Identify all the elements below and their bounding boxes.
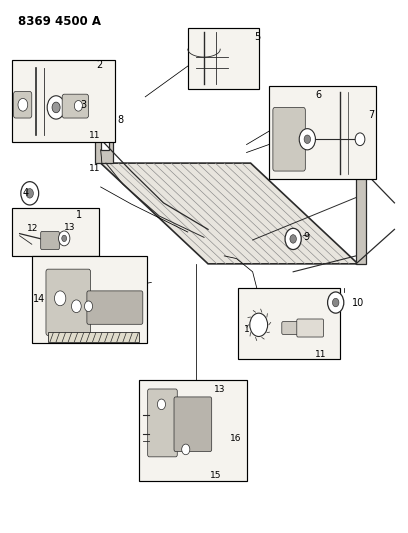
Text: 10: 10 bbox=[352, 297, 364, 308]
Circle shape bbox=[328, 292, 344, 313]
Circle shape bbox=[62, 235, 67, 241]
Circle shape bbox=[304, 135, 310, 143]
FancyBboxPatch shape bbox=[41, 231, 59, 249]
FancyBboxPatch shape bbox=[87, 291, 143, 324]
Circle shape bbox=[26, 189, 33, 198]
Bar bbox=[11, 208, 99, 256]
Bar bbox=[11, 60, 115, 142]
Text: 14: 14 bbox=[33, 294, 45, 304]
Circle shape bbox=[102, 111, 108, 119]
FancyBboxPatch shape bbox=[273, 108, 305, 171]
Bar bbox=[48, 332, 139, 342]
FancyBboxPatch shape bbox=[62, 94, 89, 118]
Text: 11: 11 bbox=[89, 131, 100, 140]
Text: 11: 11 bbox=[315, 350, 327, 359]
Circle shape bbox=[102, 79, 108, 88]
FancyBboxPatch shape bbox=[282, 321, 298, 334]
Text: 13: 13 bbox=[214, 385, 226, 394]
Text: 1: 1 bbox=[244, 325, 249, 334]
Text: 1: 1 bbox=[76, 209, 82, 220]
Circle shape bbox=[47, 96, 65, 119]
Circle shape bbox=[285, 228, 301, 249]
Bar bbox=[32, 256, 147, 343]
Circle shape bbox=[102, 95, 108, 104]
Text: 5: 5 bbox=[255, 32, 261, 42]
Text: 6: 6 bbox=[315, 90, 322, 100]
Circle shape bbox=[74, 101, 82, 111]
FancyBboxPatch shape bbox=[297, 319, 324, 337]
Text: 13: 13 bbox=[64, 223, 76, 232]
Text: 11: 11 bbox=[89, 164, 100, 173]
Text: 16: 16 bbox=[231, 434, 242, 443]
FancyBboxPatch shape bbox=[174, 397, 212, 451]
Text: 12: 12 bbox=[27, 224, 38, 233]
Circle shape bbox=[71, 300, 81, 313]
Text: 4: 4 bbox=[22, 188, 29, 198]
Circle shape bbox=[182, 444, 190, 455]
Text: 2: 2 bbox=[97, 60, 103, 70]
Bar bbox=[356, 163, 366, 264]
Circle shape bbox=[355, 133, 365, 146]
Bar bbox=[139, 381, 246, 481]
Polygon shape bbox=[101, 163, 358, 264]
FancyBboxPatch shape bbox=[46, 269, 91, 335]
Bar bbox=[269, 86, 376, 179]
Circle shape bbox=[290, 235, 296, 243]
Circle shape bbox=[157, 399, 166, 410]
Circle shape bbox=[299, 128, 315, 150]
Circle shape bbox=[52, 102, 60, 113]
Circle shape bbox=[84, 301, 93, 312]
Circle shape bbox=[55, 291, 66, 306]
Text: 8369 4500 A: 8369 4500 A bbox=[18, 14, 101, 28]
Circle shape bbox=[333, 298, 339, 307]
Text: 8: 8 bbox=[117, 115, 123, 125]
Text: 7: 7 bbox=[368, 110, 375, 120]
Bar bbox=[188, 28, 259, 89]
Text: 9: 9 bbox=[303, 232, 309, 243]
Text: 15: 15 bbox=[210, 471, 222, 480]
Polygon shape bbox=[95, 68, 113, 163]
Circle shape bbox=[18, 99, 28, 111]
FancyBboxPatch shape bbox=[148, 389, 177, 457]
Text: 3: 3 bbox=[80, 100, 86, 110]
Circle shape bbox=[250, 313, 268, 336]
Circle shape bbox=[21, 182, 39, 205]
Circle shape bbox=[102, 127, 108, 135]
FancyBboxPatch shape bbox=[13, 92, 32, 118]
Bar bbox=[238, 288, 340, 359]
Circle shape bbox=[58, 231, 70, 246]
